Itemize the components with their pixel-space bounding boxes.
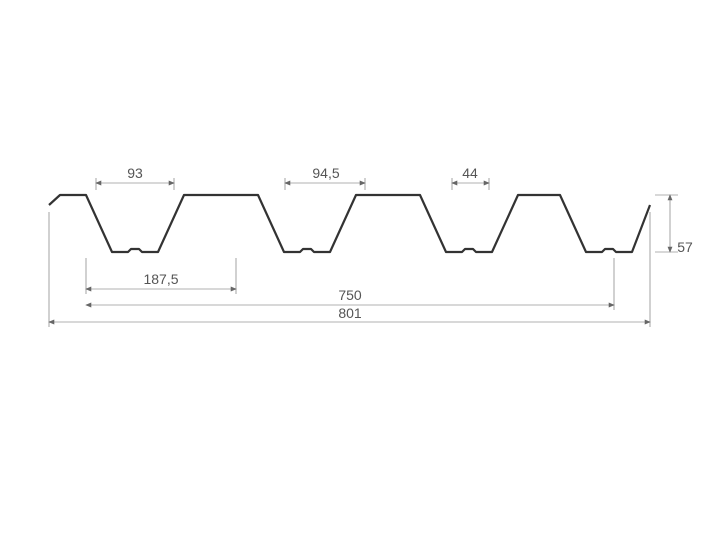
label-height: 57 bbox=[677, 239, 693, 255]
label-cover: 750 bbox=[338, 287, 362, 303]
dim-height bbox=[655, 195, 678, 252]
label-945: 94,5 bbox=[312, 165, 339, 181]
label-pitch: 187,5 bbox=[143, 271, 178, 287]
profile-outline bbox=[49, 195, 650, 252]
label-44: 44 bbox=[462, 165, 478, 181]
label-overall: 801 bbox=[338, 305, 362, 321]
profile-diagram: 93 94,5 44 187,5 750 bbox=[0, 0, 720, 540]
label-93: 93 bbox=[127, 165, 143, 181]
